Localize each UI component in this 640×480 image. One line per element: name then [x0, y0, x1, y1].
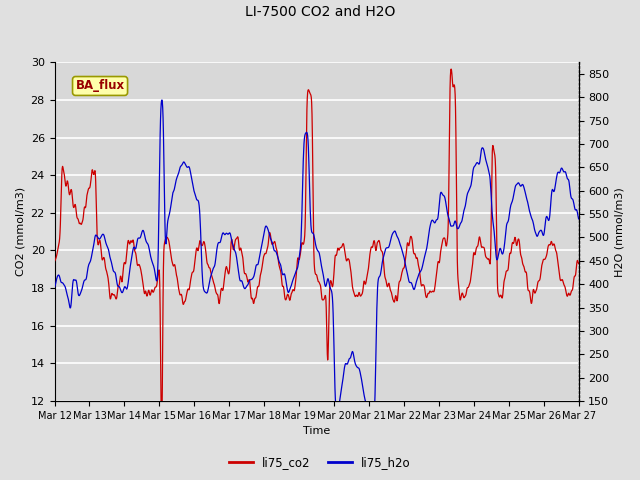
Text: BA_flux: BA_flux: [76, 80, 125, 93]
Y-axis label: CO2 (mmol/m3): CO2 (mmol/m3): [15, 187, 25, 276]
Legend: li75_co2, li75_h2o: li75_co2, li75_h2o: [224, 452, 416, 474]
X-axis label: Time: Time: [303, 426, 330, 436]
Y-axis label: H2O (mmol/m3): H2O (mmol/m3): [615, 187, 625, 276]
Text: LI-7500 CO2 and H2O: LI-7500 CO2 and H2O: [245, 5, 395, 19]
